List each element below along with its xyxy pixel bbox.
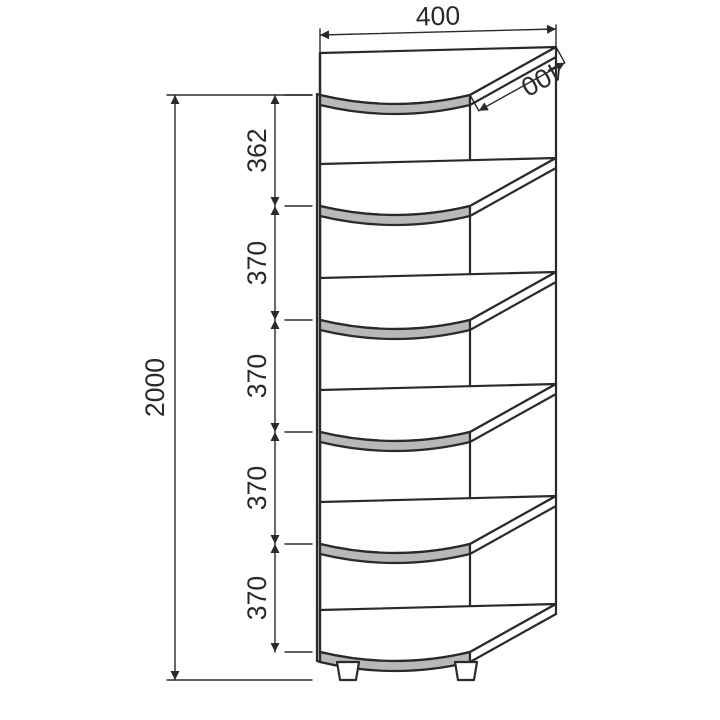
dim-compartment-3: 370 bbox=[242, 466, 272, 510]
dim-compartment-2: 370 bbox=[242, 354, 272, 398]
dim-compartment-4: 370 bbox=[242, 576, 272, 620]
dim-total-height: 2000 bbox=[140, 358, 170, 417]
shelf-body bbox=[317, 47, 556, 680]
dim-compartment-1: 370 bbox=[242, 241, 272, 285]
dim-top-width: 400 bbox=[415, 0, 460, 31]
shelf-technical-drawing: 4004003623703703703702000 bbox=[0, 0, 720, 720]
dim-compartment-0: 362 bbox=[242, 128, 272, 172]
